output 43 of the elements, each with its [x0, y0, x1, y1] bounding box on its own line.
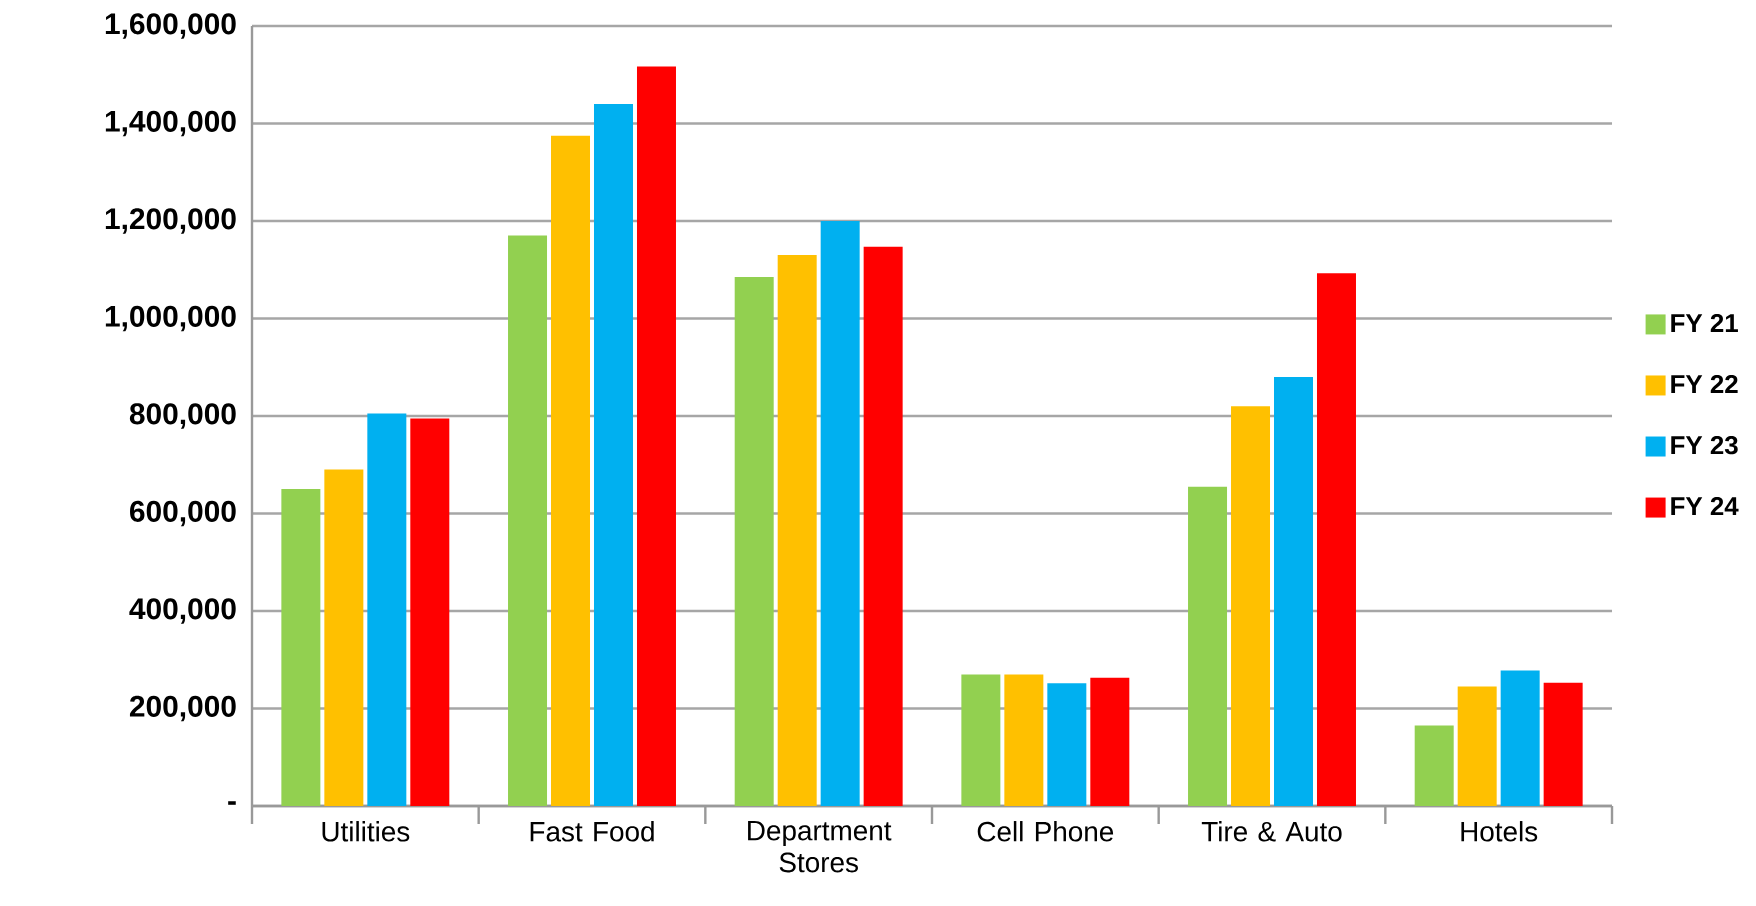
bar [1316, 273, 1356, 806]
bar [777, 255, 817, 806]
legend-label: FY 23 [1671, 435, 1738, 455]
bar [324, 469, 364, 806]
bar [410, 418, 450, 806]
bar [820, 220, 860, 806]
bar [1188, 486, 1228, 806]
bar [1231, 406, 1271, 806]
bar [863, 246, 903, 806]
x-tick-label: Fast Food [530, 821, 654, 842]
x-tick-label: Department Stores [748, 821, 892, 873]
x-tick-label: Tire & Auto [1201, 821, 1342, 842]
legend-label: FY 21 [1671, 313, 1738, 332]
bar [508, 235, 548, 806]
bar [1274, 376, 1313, 806]
bar [1004, 674, 1044, 806]
y-tick-label: 800,000 [129, 403, 236, 429]
bar [593, 103, 633, 806]
bar [1457, 686, 1497, 806]
bar [1047, 683, 1087, 806]
bar [281, 489, 321, 806]
y-tick-label: 200,000 [129, 695, 236, 722]
bar [1090, 677, 1130, 806]
y-tick-label: 1,200,000 [105, 208, 236, 234]
bar [367, 413, 407, 806]
x-tick-label: Cell Phone [977, 821, 1114, 842]
x-tick-label: Hotels [1461, 821, 1538, 842]
y-tick-label: 1,000,000 [105, 305, 236, 332]
legend-label: FY 22 [1671, 374, 1738, 394]
x-tick-label: Utilities [322, 821, 410, 842]
bar [961, 674, 1001, 806]
y-tick-label: 600,000 [130, 500, 236, 527]
bar [1500, 670, 1540, 806]
bar [734, 277, 774, 806]
legend-label: FY 24 [1671, 497, 1739, 516]
y-tick-label: 1,600,000 [105, 13, 236, 39]
bar [551, 135, 591, 806]
y-tick-label: - [228, 801, 236, 805]
y-tick-label: 1,400,000 [105, 110, 236, 137]
bar [1414, 725, 1454, 806]
bar [636, 66, 676, 806]
bar [1543, 682, 1583, 806]
y-tick-label: 400,000 [129, 598, 236, 624]
